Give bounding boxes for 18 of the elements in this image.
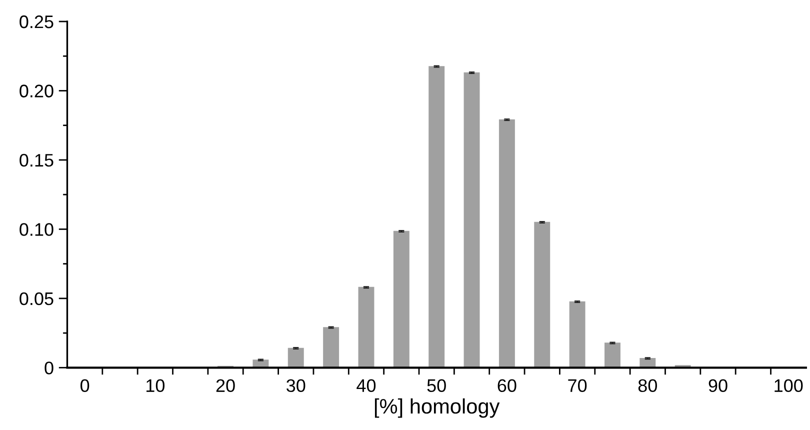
y-tick-label: 0 xyxy=(44,362,54,374)
x-tick-label: 80 xyxy=(638,379,657,392)
y-tick-label: 0.10 xyxy=(20,223,54,236)
y-tick-label: 0.25 xyxy=(20,15,54,28)
x-tick-label: 100 xyxy=(774,379,803,392)
x-tick-label: 40 xyxy=(356,379,376,392)
x-tick-label: 70 xyxy=(568,379,587,392)
y-tick-label: 0.15 xyxy=(20,154,54,167)
x-tick-label: 50 xyxy=(427,379,446,392)
x-tick-label: 90 xyxy=(708,379,728,392)
y-tick-label: 0.20 xyxy=(20,84,54,98)
y-tick-label: 0.05 xyxy=(20,292,54,306)
x-tick-label: 30 xyxy=(286,379,306,392)
x-tick-label: 60 xyxy=(498,379,516,392)
x-tick-label: 10 xyxy=(146,379,165,392)
x-tick-label: 20 xyxy=(216,379,235,392)
x-tick-label: 0 xyxy=(80,379,90,392)
x-axis-title: [%] homology xyxy=(374,398,500,418)
